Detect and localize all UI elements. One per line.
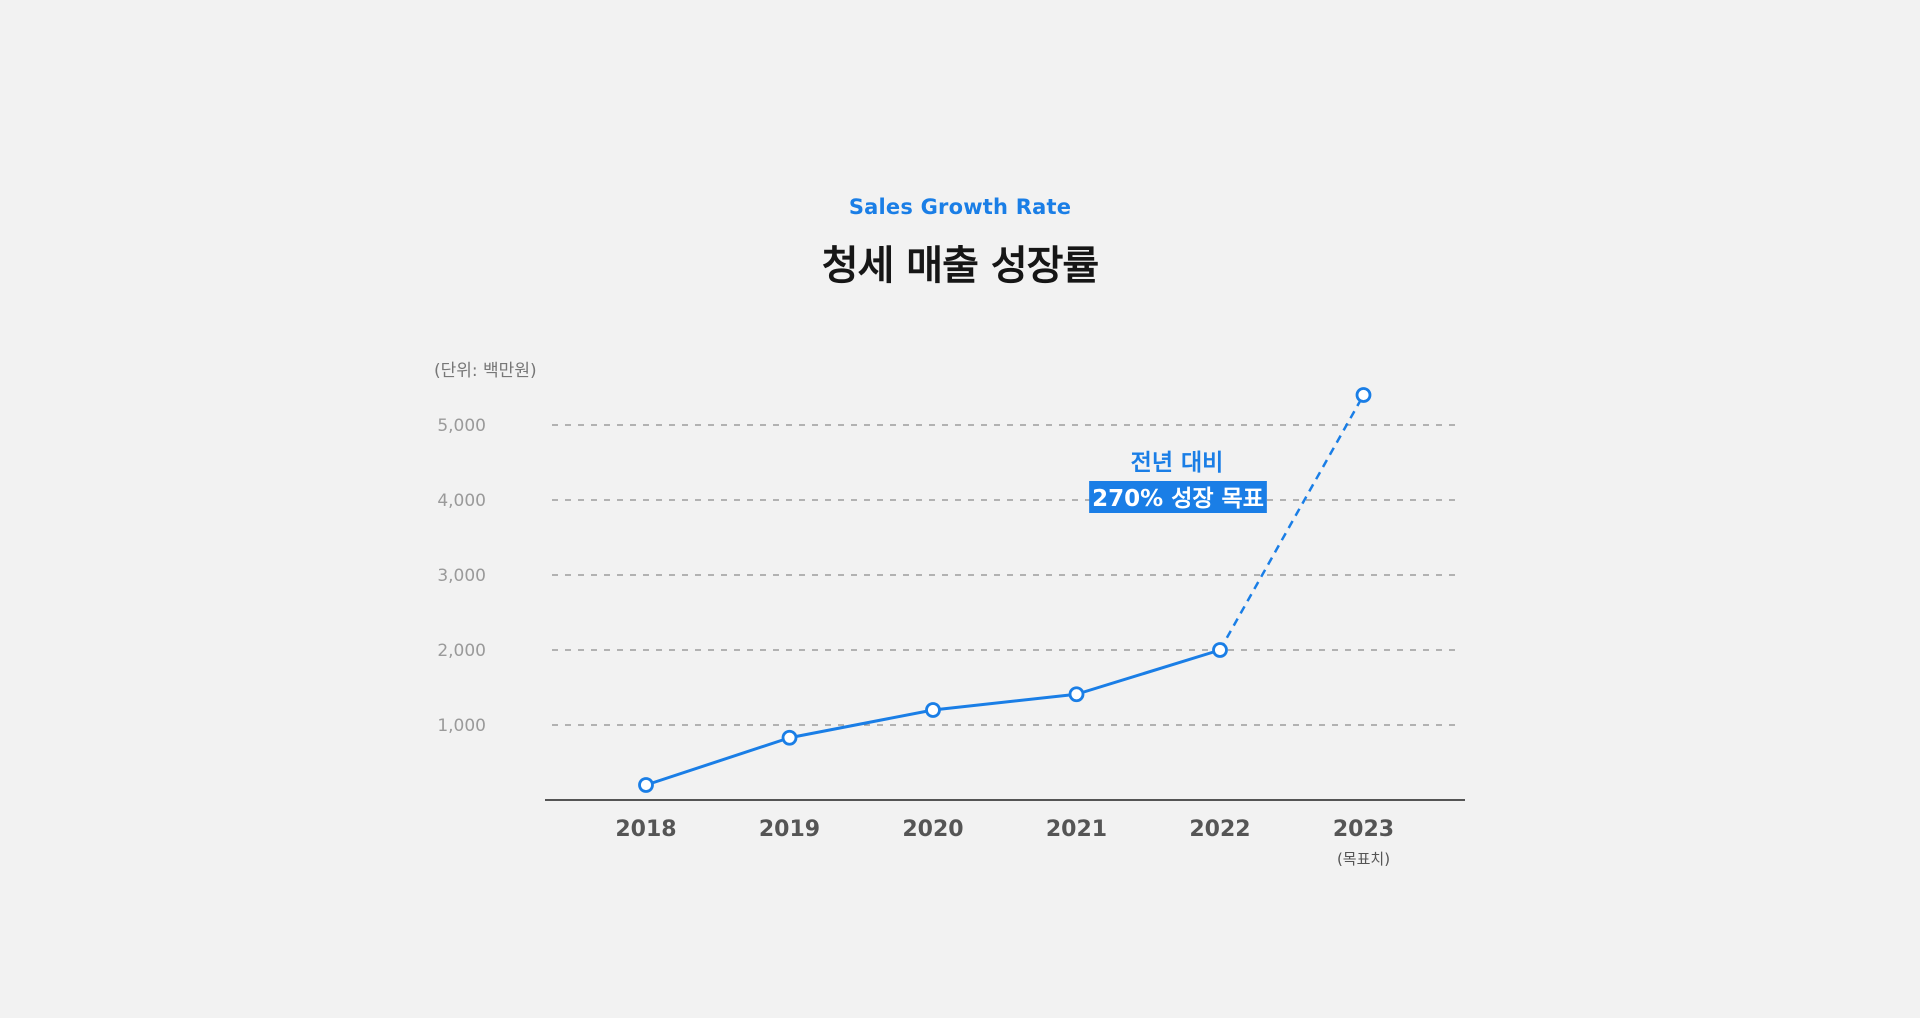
x-tick-label: 2021 xyxy=(1046,817,1107,842)
y-tick-label: 1,000 xyxy=(437,716,486,736)
series-line-target xyxy=(1218,394,1365,651)
y-axis-ticks: 1,000 2,000 3,000 4,000 5,000 xyxy=(437,416,486,736)
y-tick-label: 4,000 xyxy=(437,491,486,511)
chart-subtitle: Sales Growth Rate xyxy=(848,195,1072,219)
chart-title: 청세 매출 성장률 xyxy=(821,243,1099,289)
grid-lines xyxy=(552,424,1460,726)
data-point xyxy=(1212,642,1228,658)
x-tick-label: 2018 xyxy=(615,817,676,842)
x-axis-ticks: 2018 2019 2020 2021 2022 2023 (목표치) xyxy=(615,817,1394,868)
data-points xyxy=(638,387,1372,793)
x-tick-label: 2020 xyxy=(902,817,963,842)
data-point xyxy=(781,729,798,746)
data-point xyxy=(1355,387,1372,403)
chart-header: Sales Growth Rate 청세 매출 성장률 xyxy=(0,190,1920,294)
annotation-line-1: 전년 대비 xyxy=(1131,450,1224,476)
annotation-highlight xyxy=(1089,481,1267,513)
data-point xyxy=(925,702,941,718)
x-tick-label: 2022 xyxy=(1189,817,1250,842)
y-tick-label: 3,000 xyxy=(437,566,486,586)
x-tick-sublabel: (목표치) xyxy=(1337,850,1390,868)
x-tick-label: 2023 xyxy=(1333,817,1394,842)
unit-label: (단위: 백만원) xyxy=(434,361,537,381)
data-point xyxy=(1068,686,1085,703)
annotation-line-2: 270% 성장 목표 xyxy=(1092,486,1264,512)
y-tick-label: 5,000 xyxy=(437,416,486,436)
series-lines xyxy=(645,394,1365,787)
data-point xyxy=(638,777,654,793)
growth-annotation: 전년 대비 270% 성장 목표 xyxy=(1089,450,1267,513)
y-tick-label: 2,000 xyxy=(437,641,486,661)
x-tick-label: 2019 xyxy=(759,817,820,842)
